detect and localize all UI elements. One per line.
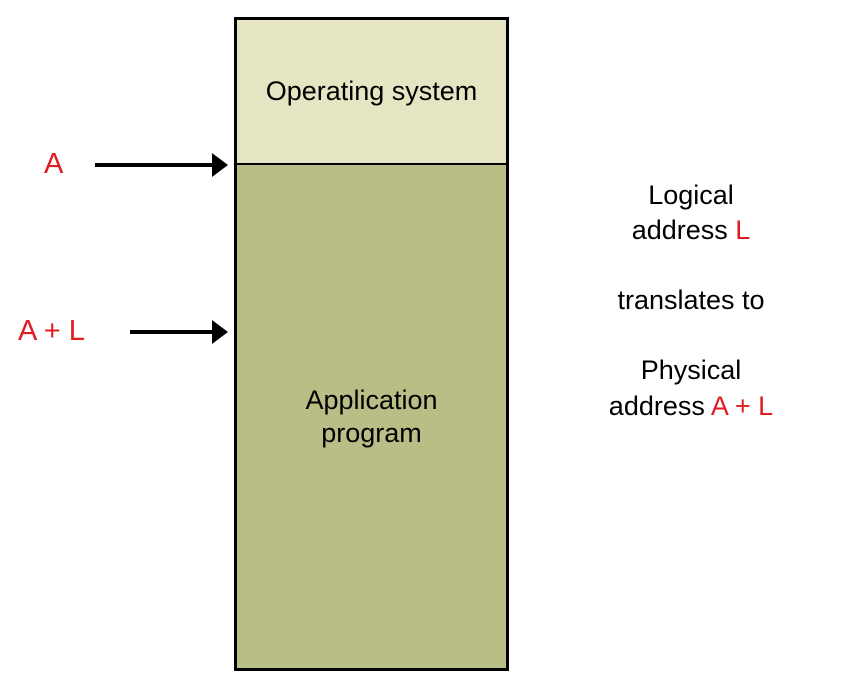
explanation-part: L [735,215,750,245]
explanation-part: address [609,391,711,421]
explanation-line: Logical [556,178,826,213]
app-label: Application program [305,384,437,449]
app-label-line2: program [321,418,422,448]
label-A: A [44,148,63,181]
explanation-line [556,318,826,353]
explanation-part: address [632,215,736,245]
arrow-A-head [212,153,228,177]
explanation-text: Logicaladdress Ltranslates toPhysicaladd… [556,178,826,424]
arrow-AL-head [212,320,228,344]
app-region: Application program [237,165,506,668]
explanation-part: Logical [648,180,734,210]
explanation-line [556,248,826,283]
explanation-line: address A + L [556,389,826,424]
app-label-line1: Application [305,385,437,415]
explanation-part: Physical [641,355,742,385]
explanation-line: translates to [556,283,826,318]
arrow-AL-line [130,330,212,334]
explanation-line: address L [556,213,826,248]
explanation-line: Physical [556,353,826,388]
os-region: Operating system [237,20,506,165]
arrow-A-line [95,163,212,167]
os-label: Operating system [266,75,478,107]
explanation-part: A + L [711,391,773,421]
label-A-plus-L: A + L [18,315,85,348]
explanation-part: translates to [617,285,764,315]
